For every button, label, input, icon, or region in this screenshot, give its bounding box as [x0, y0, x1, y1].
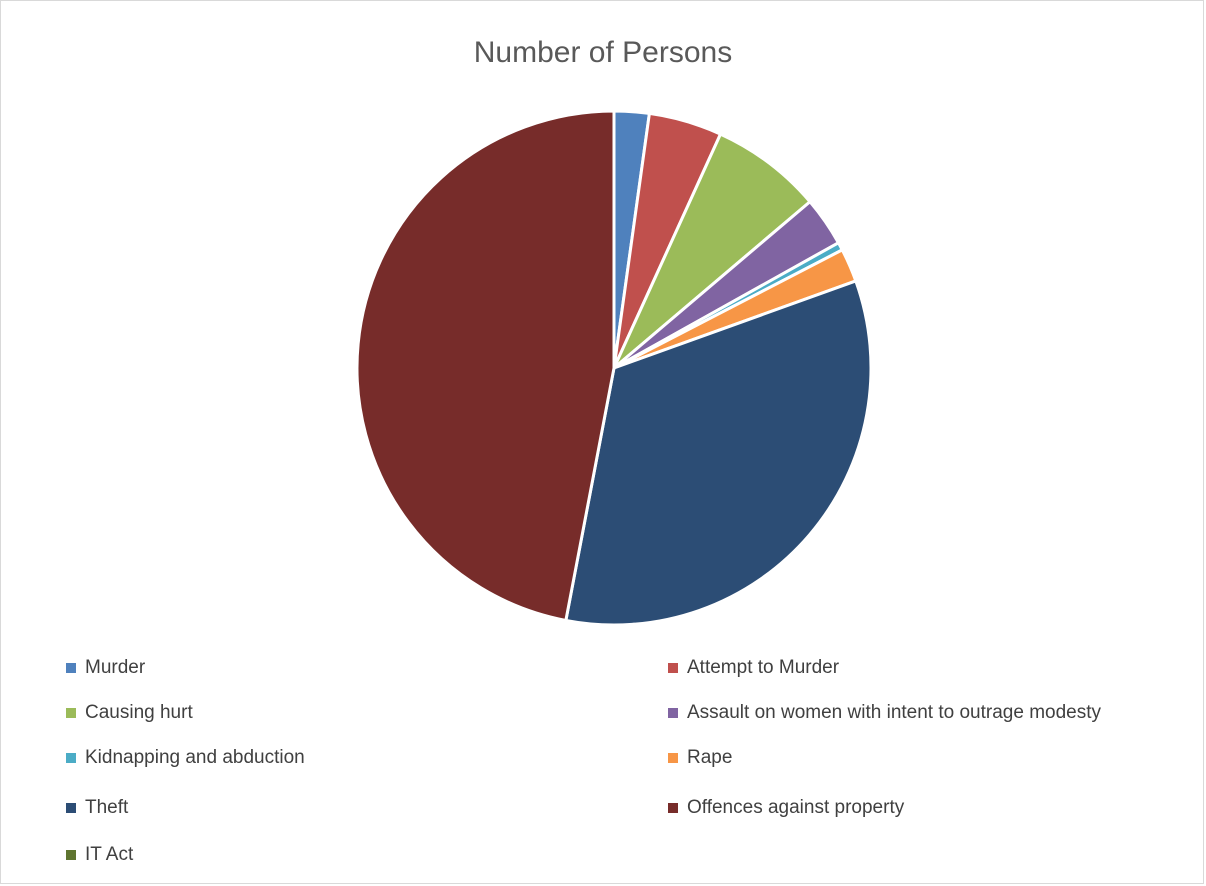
legend-label: IT Act: [85, 844, 134, 865]
legend-swatch: [66, 850, 76, 860]
pie-slice-causing-hurt: [612, 132, 812, 370]
legend-label: Offences against property: [687, 797, 905, 818]
legend-label: Rape: [687, 747, 733, 768]
legend-swatch: [668, 803, 678, 813]
legend-label: Kidnapping and abduction: [85, 747, 305, 768]
legend-label: Causing hurt: [85, 702, 193, 723]
legend-swatch: [668, 708, 678, 718]
legend-item-offences-against-property: Offences against property: [668, 795, 904, 821]
legend-swatch: [668, 753, 678, 763]
legend-label: Murder: [85, 657, 146, 678]
legend-swatch: [66, 803, 76, 813]
legend-item-theft: Theft: [66, 795, 128, 821]
legend-item-assault-on-women-with-intent-to-outrage-modesty: Assault on women with intent to outrage …: [668, 700, 1101, 726]
legend-label: Theft: [85, 797, 129, 818]
legend-item-attempt-to-murder: Attempt to Murder: [668, 655, 839, 681]
legend-swatch: [668, 663, 678, 673]
legend-item-kidnapping-and-abduction: Kidnapping and abduction: [66, 745, 305, 771]
legend-label: Assault on women with intent to outrage …: [687, 702, 1102, 723]
legend-swatch: [66, 753, 76, 763]
legend-item-rape: Rape: [668, 745, 732, 771]
legend-item-causing-hurt: Causing hurt: [66, 700, 193, 726]
legend-label: Attempt to Murder: [687, 657, 840, 678]
legend-item-murder: Murder: [66, 655, 145, 681]
legend-item-it-act: IT Act: [66, 842, 133, 868]
legend-swatch: [66, 708, 76, 718]
chart-title: Number of Persons: [473, 36, 733, 69]
pie-slice-offences-against-property: [355, 109, 616, 622]
pie-slice-theft: [564, 279, 873, 627]
legend-swatch: [66, 663, 76, 673]
